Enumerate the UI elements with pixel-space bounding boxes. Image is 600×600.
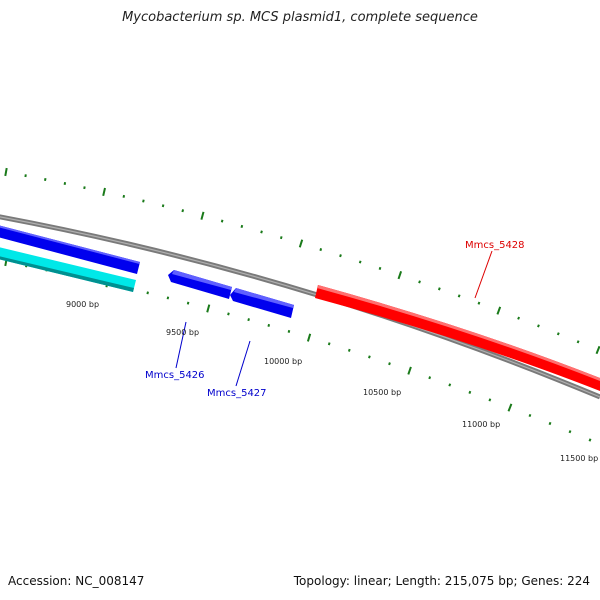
upper-minor-tick [83, 186, 86, 190]
upper-minor-tick [358, 260, 362, 264]
gene-label-Mmcs_5428: Mmcs_5428 [465, 240, 525, 251]
lower-minor-tick [388, 362, 391, 366]
accession-text: Accession: NC_008147 [8, 574, 145, 588]
upper-minor-tick [260, 230, 263, 234]
upper-minor-tick [556, 332, 560, 336]
lower-major-tick [507, 403, 513, 412]
upper-minor-tick [319, 248, 323, 252]
leader-line-Mmcs_5428 [474, 250, 493, 299]
lower-minor-tick [368, 355, 371, 359]
upper-minor-tick [63, 182, 67, 185]
tick-label-9500: 9500 bp [166, 328, 199, 337]
lower-minor-tick [568, 430, 572, 434]
upper-minor-tick [161, 204, 165, 208]
upper-minor-tick [122, 194, 126, 198]
upper-minor-tick [240, 224, 244, 228]
upper-minor-tick [142, 199, 145, 203]
lower-minor-tick [287, 329, 291, 333]
lower-minor-tick [166, 296, 170, 300]
gene-feature-blue-left[interactable] [0, 223, 140, 274]
upper-minor-tick [378, 266, 382, 271]
upper-minor-tick [457, 294, 461, 298]
upper-minor-tick [220, 219, 224, 223]
lower-minor-tick [247, 318, 250, 322]
gene-label-Mmcs_5426: Mmcs_5426 [145, 370, 205, 381]
lower-minor-tick [347, 348, 351, 352]
leader-line-Mmcs_5427 [235, 340, 251, 387]
upper-major-tick [496, 306, 502, 315]
tick-label-11000: 11000 bp [462, 420, 500, 429]
lower-minor-tick [428, 376, 432, 380]
lower-minor-tick [227, 312, 230, 316]
lower-minor-tick [548, 421, 552, 426]
upper-minor-tick [339, 254, 342, 258]
upper-major-tick [298, 239, 304, 248]
upper-minor-tick [181, 209, 185, 213]
gene-feature-Mmcs_5428[interactable] [315, 285, 600, 391]
lower-minor-tick [448, 383, 452, 387]
lower-minor-tick [528, 413, 532, 418]
upper-minor-tick [576, 340, 580, 344]
tick-label-10500: 10500 bp [363, 388, 401, 397]
upper-minor-tick [517, 316, 521, 320]
lower-major-tick [206, 304, 211, 313]
topology-text: Topology: linear; Length: 215,075 bp; Ge… [293, 574, 590, 588]
gene-feature-Mmcs_5427[interactable] [230, 288, 294, 318]
lower-major-tick [407, 366, 412, 375]
tick-label-9000: 9000 bp [66, 300, 99, 309]
upper-minor-tick [418, 280, 421, 284]
leader-line-Mmcs_5426 [175, 321, 187, 369]
gene-label-Mmcs_5427: Mmcs_5427 [207, 388, 267, 399]
tick-label-10000: 10000 bp [264, 357, 302, 366]
upper-minor-tick [44, 178, 47, 181]
lower-minor-tick [588, 438, 592, 442]
upper-minor-tick [477, 301, 481, 305]
upper-major-tick [595, 345, 600, 355]
tick-label-11500: 11500 bp [560, 454, 598, 463]
upper-minor-tick [279, 236, 283, 240]
upper-major-tick [4, 167, 8, 177]
lower-minor-tick [146, 291, 149, 295]
lower-minor-tick [267, 323, 271, 327]
lower-minor-tick [488, 398, 492, 402]
map-title: Mycobacterium sp. MCS plasmid1, complete… [122, 10, 478, 25]
upper-major-tick [102, 187, 106, 197]
lower-minor-tick [468, 390, 472, 394]
lower-minor-tick [327, 342, 331, 346]
upper-minor-tick [437, 287, 441, 291]
lower-minor-tick [186, 301, 190, 305]
upper-major-tick [397, 270, 403, 280]
upper-major-tick [200, 211, 205, 220]
upper-minor-tick [537, 324, 540, 328]
lower-major-tick [306, 333, 312, 342]
upper-tick-row [4, 167, 600, 355]
